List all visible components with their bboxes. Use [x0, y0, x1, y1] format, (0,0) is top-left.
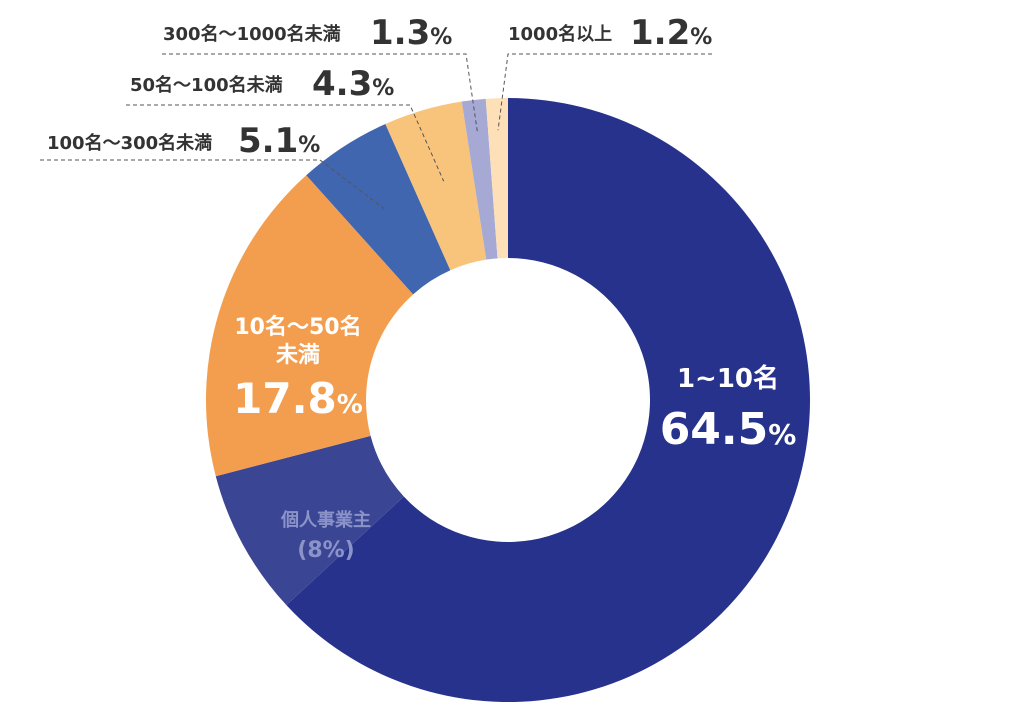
label-1-10: 1~10名: [677, 363, 779, 394]
label-10-50-line1: 10名～50名: [234, 314, 361, 340]
value-10-50: 17.8%: [233, 374, 363, 423]
slice-1000-plus: [485, 98, 508, 259]
label-100-300: 100名～300名未満: [47, 132, 212, 154]
slice-50-100: [385, 101, 487, 271]
slice-300-1000: [461, 98, 498, 260]
label-sole-proprietor: 個人事業主: [280, 509, 371, 531]
value-1000-plus: 1.2%: [630, 13, 712, 53]
chart-slices: [206, 98, 811, 702]
leader-300-1000: [162, 53, 478, 132]
leader-1000-plus: [497, 53, 712, 131]
label-1000-plus: 1000名以上: [508, 23, 612, 45]
leader-lines: [40, 53, 712, 210]
value-50-100: 4.3%: [312, 64, 394, 104]
label-300-1000: 300名～1000名未満: [163, 23, 341, 45]
slice-100-300: [306, 124, 451, 295]
leader-50-100: [126, 104, 445, 182]
label-10-50-line2: 未満: [276, 342, 320, 368]
slice-sole-proprietor: [215, 435, 404, 606]
value-100-300: 5.1%: [238, 121, 320, 161]
leader-100-300: [40, 159, 385, 210]
value-1-10: 64.5%: [660, 404, 797, 455]
value-sole-proprietor: (8%): [297, 538, 354, 563]
slice-10-50: [206, 175, 414, 477]
slice-1-10: [286, 98, 811, 702]
label-50-100: 50名～100名未満: [130, 74, 283, 96]
value-300-1000: 1.3%: [370, 13, 452, 53]
